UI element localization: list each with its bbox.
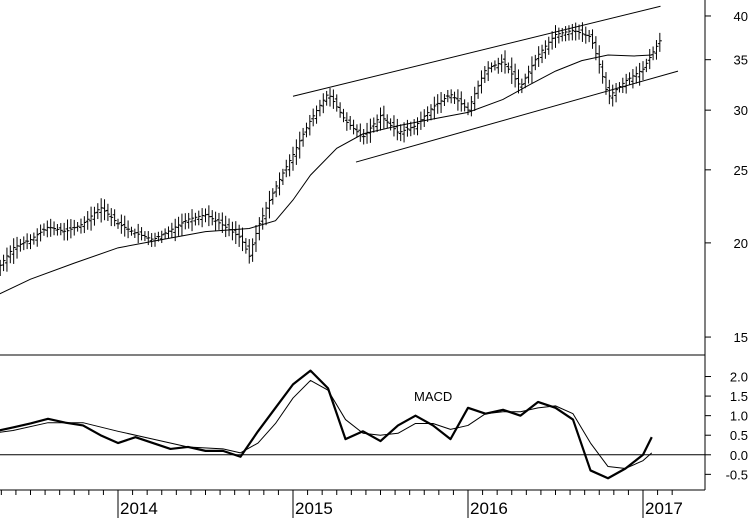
price-y-tick-label: 30 xyxy=(734,103,748,118)
macd-annotation: MACD xyxy=(414,389,452,404)
x-year-label: 2014 xyxy=(120,499,158,518)
price-y-tick-label: 15 xyxy=(734,330,748,345)
macd-signal-line xyxy=(0,379,653,469)
macd-y-tick-label: 0.5 xyxy=(730,428,748,443)
macd-panel xyxy=(0,369,705,480)
price-panel xyxy=(0,5,679,295)
price-y-tick-label: 25 xyxy=(734,163,748,178)
upper-trendline xyxy=(292,5,661,97)
macd-line xyxy=(0,369,653,480)
macd-y-tick-label: 1.0 xyxy=(730,409,748,424)
macd-y-tick-label: 0.0 xyxy=(730,448,748,463)
lower-trendline xyxy=(355,70,679,163)
price-y-tick-label: 20 xyxy=(734,236,748,251)
macd-y-tick-label: -0.5 xyxy=(726,467,748,482)
axes: 15 20 25 30 35 40 -0.5 0.0 0.5 1.0 1.5 2.0 2014 2015 2… xyxy=(0,9,748,518)
price-y-tick-label: 40 xyxy=(734,9,748,24)
moving-average-line xyxy=(0,54,652,295)
price-y-tick-label: 35 xyxy=(734,53,748,68)
x-year-label: 2015 xyxy=(295,499,333,518)
x-year-label: 2016 xyxy=(470,499,508,518)
macd-y-tick-label: 2.0 xyxy=(730,370,748,385)
x-year-label: 2017 xyxy=(645,499,683,518)
macd-y-tick-label: 1.5 xyxy=(730,389,748,404)
price-bars xyxy=(0,22,662,276)
